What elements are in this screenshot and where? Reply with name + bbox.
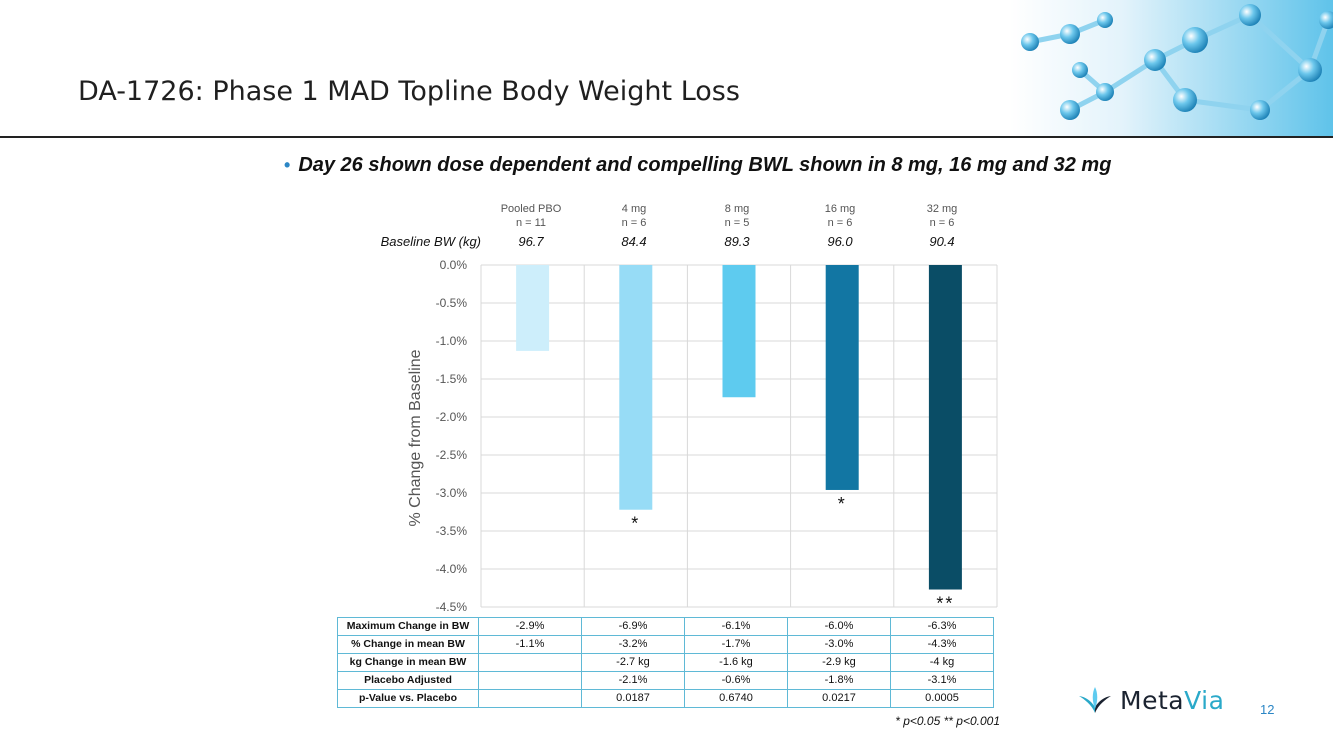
metavia-logo: MetaVia	[1078, 686, 1224, 715]
group-name: 4 mg	[621, 203, 647, 215]
table-cell: -2.9 kg	[787, 653, 891, 672]
significance-marker: **	[936, 594, 954, 614]
significance-marker: *	[631, 514, 640, 534]
bar	[928, 265, 962, 590]
table-cell: 0.0005	[890, 689, 994, 708]
group-header: 4 mg n = 6	[584, 202, 684, 230]
group-name: 32 mg	[926, 203, 958, 215]
table-row: p-Value vs. Placebo 0.0187 0.6740 0.0217…	[337, 689, 994, 708]
baseline-value: 84.4	[621, 234, 647, 249]
group-name: 8 mg	[724, 203, 750, 215]
table-cell: -6.1%	[684, 617, 788, 636]
table-cell: -2.1%	[581, 671, 685, 690]
y-tick-label: -4.5%	[436, 600, 468, 614]
bullet-point: • Day 26 shown dose dependent and compell…	[284, 154, 1111, 177]
y-tick-label: -4.0%	[436, 562, 468, 576]
group-header: Pooled PBO n = 11	[481, 202, 581, 230]
significance-footnote: * p<0.05 ** p<0.001	[895, 714, 1000, 728]
significance-marker: *	[838, 494, 847, 514]
table-cell: -4 kg	[890, 653, 994, 672]
table-cell: -3.0%	[787, 635, 891, 654]
bar	[516, 265, 550, 351]
bar	[619, 265, 653, 510]
table-cell: -1.1%	[478, 635, 582, 654]
table-row: % Change in mean BW -1.1% -3.2% -1.7% -3…	[337, 635, 994, 654]
table-cell: 0.6740	[684, 689, 788, 708]
table-cell	[478, 653, 582, 672]
row-label: p-Value vs. Placebo	[337, 689, 479, 708]
table-cell	[478, 671, 582, 690]
table-row: Placebo Adjusted -2.1% -0.6% -1.8% -3.1%	[337, 671, 994, 690]
row-label: % Change in mean BW	[337, 635, 479, 654]
page-number: 12	[1260, 702, 1275, 717]
group-n: n = 6	[827, 217, 853, 229]
molecule-decoration	[1010, 0, 1333, 136]
y-tick-label: -0.5%	[436, 296, 468, 310]
table-cell: -2.9%	[478, 617, 582, 636]
table-row: Maximum Change in BW -2.9% -6.9% -6.1% -…	[337, 617, 994, 636]
group-n: n = 6	[929, 217, 955, 229]
bar	[722, 265, 756, 398]
table-cell: -1.6 kg	[684, 653, 788, 672]
baseline-value: 96.7	[518, 234, 544, 249]
y-tick-label: -3.0%	[436, 486, 468, 500]
group-header: 16 mg n = 6	[790, 202, 890, 230]
bullet-text: Day 26 shown dose dependent and compelli…	[298, 154, 1112, 176]
baseline-label: Baseline BW (kg)	[380, 234, 481, 249]
baseline-value: 89.3	[724, 234, 750, 249]
table-row: kg Change in mean BW -2.7 kg -1.6 kg -2.…	[337, 653, 994, 672]
slide-title: DA-1726: Phase 1 MAD Topline Body Weight…	[78, 76, 740, 107]
table-cell: 0.0187	[581, 689, 685, 708]
group-name: Pooled PBO	[500, 203, 562, 215]
y-tick-label: -2.5%	[436, 448, 468, 462]
baseline-value: 96.0	[827, 234, 853, 249]
group-n: n = 6	[621, 217, 647, 229]
table-cell: -3.1%	[890, 671, 994, 690]
logo-text: MetaVia	[1120, 686, 1224, 715]
group-header: 32 mg n = 6	[892, 202, 992, 230]
table-cell: -1.8%	[787, 671, 891, 690]
group-name: 16 mg	[824, 203, 856, 215]
y-tick-label: -3.5%	[436, 524, 468, 538]
table-cell: -0.6%	[684, 671, 788, 690]
table-cell: -4.3%	[890, 635, 994, 654]
table-cell: -6.0%	[787, 617, 891, 636]
row-label: kg Change in mean BW	[337, 653, 479, 672]
table-cell: -6.3%	[890, 617, 994, 636]
title-divider	[0, 136, 1333, 138]
table-cell: -1.7%	[684, 635, 788, 654]
bullet-dot-icon: •	[284, 155, 291, 175]
group-n: n = 11	[515, 217, 547, 229]
leaf-logo-icon	[1079, 686, 1111, 713]
logo-text-via: Via	[1184, 686, 1225, 715]
y-axis-label: % Change from Baseline	[407, 349, 424, 526]
group-header: 8 mg n = 5	[687, 202, 787, 230]
table-cell: -3.2%	[581, 635, 685, 654]
row-label: Placebo Adjusted	[337, 671, 479, 690]
row-label: Maximum Change in BW	[337, 617, 479, 636]
results-table: Maximum Change in BW -2.9% -6.9% -6.1% -…	[337, 617, 994, 708]
table-cell	[478, 689, 582, 708]
table-cell: -2.7 kg	[581, 653, 685, 672]
group-n: n = 5	[724, 217, 750, 229]
y-tick-label: 0.0%	[440, 258, 468, 272]
y-tick-label: -1.0%	[436, 334, 468, 348]
bar	[825, 265, 859, 490]
logo-text-meta: Meta	[1120, 686, 1185, 715]
baseline-value: 90.4	[929, 234, 955, 249]
y-tick-label: -1.5%	[436, 372, 468, 386]
y-tick-label: -2.0%	[436, 410, 468, 424]
table-cell: -6.9%	[581, 617, 685, 636]
table-cell: 0.0217	[787, 689, 891, 708]
